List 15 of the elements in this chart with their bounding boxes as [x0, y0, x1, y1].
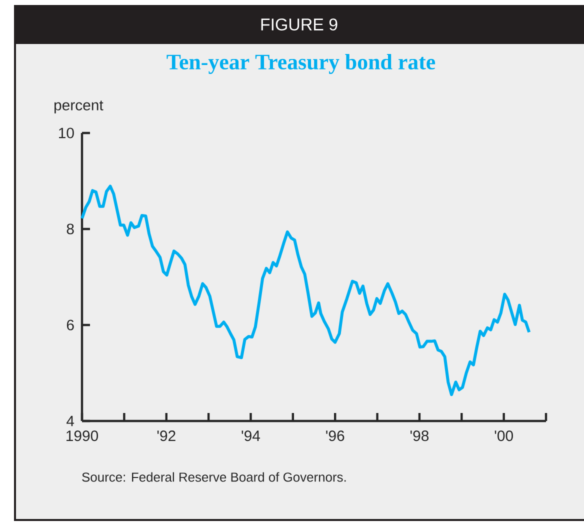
x-tick-label: '98	[410, 430, 429, 442]
x-tick-label: '92	[157, 430, 176, 442]
caption: FIGURE 9	[261, 18, 338, 30]
x-tick-label: '96	[326, 430, 344, 442]
source-note: Source: Federal Reserve Board of Governors.	[82, 472, 346, 482]
y-axis-title: percent	[54, 100, 104, 114]
x-tick-label: '94	[242, 430, 260, 442]
chart-title: Ten-year Treasury bond rate	[166, 54, 436, 74]
y-tick-label: 8	[66, 224, 74, 234]
y-tick-label: 10	[59, 128, 74, 138]
x-tick-label: '00	[494, 430, 513, 442]
line-series	[80, 184, 531, 396]
y-tick-label: 4	[66, 416, 74, 426]
x-tick-label: 1990	[66, 430, 98, 442]
y-tick-label: 6	[66, 320, 74, 330]
